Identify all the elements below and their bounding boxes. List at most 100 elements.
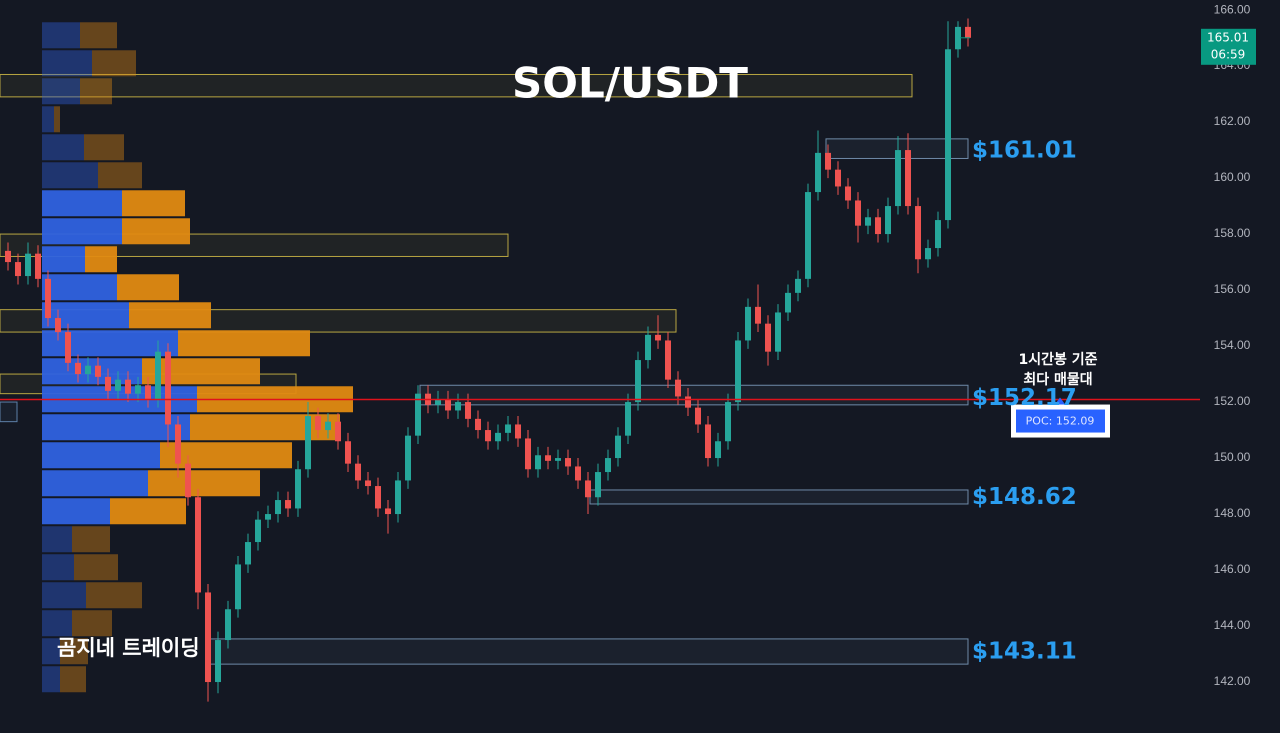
candle-body bbox=[25, 253, 31, 277]
profile-bar bbox=[42, 78, 80, 105]
profile-bar bbox=[42, 442, 160, 469]
profile-bar bbox=[60, 638, 88, 665]
candle-body bbox=[615, 435, 621, 459]
profile-bar bbox=[178, 330, 310, 357]
candle-body bbox=[865, 217, 871, 226]
profile-bar bbox=[72, 610, 112, 637]
candle-body bbox=[905, 150, 911, 207]
candle-body bbox=[625, 402, 631, 436]
candle-body bbox=[575, 466, 581, 481]
profile-bar bbox=[148, 470, 260, 497]
candle-body bbox=[775, 312, 781, 352]
profile-bar bbox=[84, 134, 124, 161]
candle-body bbox=[5, 250, 11, 263]
candle-body bbox=[465, 402, 471, 419]
profile-bar bbox=[42, 106, 54, 133]
candle-body bbox=[315, 416, 321, 431]
profile-bar bbox=[42, 50, 92, 77]
poc-pointer bbox=[1054, 397, 1066, 406]
candle-body bbox=[725, 402, 731, 442]
y-tick-label: 162.00 bbox=[1214, 114, 1251, 128]
candle-body bbox=[185, 463, 191, 498]
profile-bar bbox=[42, 134, 84, 161]
poc-label: POC: 152.09 bbox=[1026, 415, 1095, 428]
candle-body bbox=[235, 564, 241, 610]
profile-bar bbox=[110, 498, 186, 525]
zone bbox=[0, 401, 18, 423]
last-price-box bbox=[1201, 28, 1256, 65]
candle-body bbox=[755, 306, 761, 324]
candle-body bbox=[805, 192, 811, 279]
profile-bar bbox=[80, 78, 112, 105]
candle-body bbox=[795, 278, 801, 293]
candle-body bbox=[945, 49, 951, 221]
profile-bar bbox=[42, 666, 60, 693]
last-price-label: 165.01 bbox=[1207, 30, 1249, 44]
candle-body bbox=[705, 424, 711, 459]
candles bbox=[5, 18, 971, 702]
y-tick-label: 152.00 bbox=[1214, 394, 1251, 408]
candle-body bbox=[95, 365, 101, 377]
candle-body bbox=[245, 542, 251, 565]
candle-body bbox=[275, 500, 281, 515]
axis: 142.00 144.00 146.00 148.00 150.00 152.00 154.… bbox=[1201, 2, 1256, 688]
zone bbox=[419, 384, 969, 406]
candle-body bbox=[265, 514, 271, 520]
profile-bar bbox=[129, 302, 211, 329]
candle-body bbox=[715, 441, 721, 459]
profile-bar bbox=[98, 162, 142, 189]
profile-bar bbox=[42, 498, 110, 525]
annotation: 최다 매물대 bbox=[1023, 372, 1092, 388]
level-label: $148.62 bbox=[972, 484, 1077, 510]
poc-box bbox=[1016, 409, 1105, 433]
y-tick-label: 142.00 bbox=[1214, 674, 1251, 688]
level-label: $143.11 bbox=[972, 638, 1077, 664]
level-label: $152.17 bbox=[972, 385, 1077, 411]
profile-bar bbox=[117, 274, 179, 301]
candle-body bbox=[305, 416, 311, 470]
y-tick-label: 154.00 bbox=[1214, 338, 1251, 352]
candle-body bbox=[685, 396, 691, 408]
candle-body bbox=[165, 351, 171, 425]
candle-body bbox=[375, 486, 381, 509]
volume-profile bbox=[42, 22, 353, 693]
candle-body bbox=[815, 152, 821, 193]
profile-bar bbox=[54, 106, 60, 133]
candle-body bbox=[395, 480, 401, 515]
annotation: 1시간봉 기준 bbox=[1018, 351, 1097, 368]
profile-bar bbox=[72, 526, 110, 553]
profile-bar bbox=[122, 190, 185, 217]
candle-body bbox=[285, 500, 291, 509]
candle-body bbox=[515, 424, 521, 439]
profile-bar bbox=[86, 582, 142, 609]
candle-body bbox=[915, 206, 921, 260]
candle-body bbox=[955, 26, 961, 50]
zone bbox=[589, 489, 969, 505]
profile-bar bbox=[42, 638, 60, 665]
candle-body bbox=[85, 365, 91, 375]
candle-body bbox=[765, 323, 771, 352]
candle-body bbox=[735, 340, 741, 403]
y-tick-label: 148.00 bbox=[1214, 506, 1251, 520]
candle-body bbox=[255, 519, 261, 543]
candle-body bbox=[345, 441, 351, 464]
y-tick-label: 160.00 bbox=[1214, 170, 1251, 184]
candle-body bbox=[445, 399, 451, 411]
candle-body bbox=[785, 292, 791, 313]
candle-body bbox=[115, 379, 121, 391]
candle-body bbox=[965, 26, 971, 38]
candle-body bbox=[55, 318, 61, 333]
candle-body bbox=[845, 186, 851, 201]
level-label: $161.01 bbox=[972, 137, 1077, 163]
candle-body bbox=[895, 150, 901, 207]
candle-body bbox=[745, 306, 751, 341]
candle-body bbox=[135, 385, 141, 394]
profile-bar bbox=[92, 50, 136, 77]
candle-body bbox=[505, 424, 511, 433]
zone bbox=[0, 73, 913, 98]
candle-body bbox=[485, 430, 491, 442]
candle-body bbox=[585, 480, 591, 498]
candle-body bbox=[355, 463, 361, 481]
candle-body bbox=[605, 458, 611, 473]
